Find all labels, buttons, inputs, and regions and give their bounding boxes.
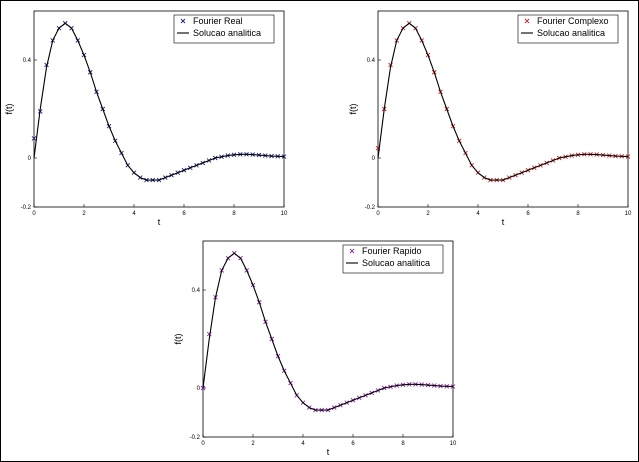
legend-marker-swatch bbox=[524, 18, 530, 24]
x-tick-label: 10 bbox=[625, 211, 632, 217]
x-tick-label: 4 bbox=[132, 211, 136, 217]
x-axis-label: t bbox=[158, 217, 161, 227]
y-tick-label: 0.4 bbox=[192, 288, 201, 294]
plot-area bbox=[202, 240, 454, 438]
series-line-2 bbox=[377, 22, 629, 181]
x-tick-label: 0 bbox=[201, 441, 205, 447]
x-tick-label: 10 bbox=[281, 211, 288, 217]
x-tick-label: 6 bbox=[351, 441, 355, 447]
x-tick-label: 8 bbox=[401, 441, 405, 447]
x-tick-label: 2 bbox=[426, 211, 430, 217]
legend-marker-swatch bbox=[349, 248, 355, 254]
plot-area bbox=[377, 10, 629, 208]
chart-2: 0 2 4 6 8 10-0.200.4tf(t)Fourier ComplexoSolu… bbox=[348, 10, 632, 227]
series-line-2 bbox=[33, 22, 285, 181]
x-tick-label: 8 bbox=[576, 211, 580, 217]
legend: Fourier Complexo Solucao analitica bbox=[517, 14, 619, 44]
x-tick-label: 4 bbox=[301, 441, 305, 447]
x-tick-label: 10 bbox=[450, 441, 457, 447]
data-point bbox=[31, 136, 37, 141]
y-axis-label: f(t) bbox=[173, 334, 183, 345]
chart-3: 0 2 4 6 8 10-0.200.4tf(t)Fourier RapidoSoluca… bbox=[173, 240, 457, 457]
x-tick-label: 0 bbox=[376, 211, 380, 217]
x-tick-label: 6 bbox=[526, 211, 530, 217]
y-tick-label: 0.4 bbox=[367, 58, 376, 64]
legend-box bbox=[173, 14, 275, 44]
y-tick-label: 0 bbox=[28, 156, 32, 162]
legend-marker-swatch bbox=[180, 18, 186, 24]
y-axis-label: f(t) bbox=[4, 104, 14, 115]
y-tick-label: -0.2 bbox=[21, 205, 32, 211]
legend: Fourier Real Solucao analitica bbox=[173, 14, 275, 44]
x-axis-label: t bbox=[327, 447, 330, 457]
y-tick-label: -0.2 bbox=[190, 435, 201, 441]
legend-label: Fourier Complexo bbox=[537, 16, 609, 26]
legend-label: Fourier Rapido bbox=[362, 246, 422, 256]
series-line-2 bbox=[202, 252, 454, 411]
chart-1: 0 2 4 6 8 10-0.200.4tf(t)Fourier RealSolucao … bbox=[4, 10, 288, 227]
x-tick-label: 2 bbox=[251, 441, 255, 447]
legend-label: Solucao analitica bbox=[362, 258, 430, 268]
y-tick-label: 0.4 bbox=[23, 58, 32, 64]
x-tick-label: 0 bbox=[32, 211, 36, 217]
x-axis-label: t bbox=[502, 217, 505, 227]
y-tick-label: 0 bbox=[372, 156, 376, 162]
plot-area bbox=[33, 10, 285, 208]
x-tick-label: 4 bbox=[476, 211, 480, 217]
legend-label: Solucao analitica bbox=[193, 28, 261, 38]
legend-label: Solucao analitica bbox=[537, 28, 605, 38]
y-axis-label: f(t) bbox=[348, 104, 358, 115]
x-tick-label: 2 bbox=[82, 211, 86, 217]
x-tick-label: 6 bbox=[182, 211, 186, 217]
y-tick-label: -0.2 bbox=[365, 205, 376, 211]
legend-box bbox=[342, 244, 444, 274]
y-tick-label: 0 bbox=[197, 386, 201, 392]
legend-label: Fourier Real bbox=[193, 16, 243, 26]
legend: Fourier Rapido Solucao analitica bbox=[342, 244, 444, 274]
x-tick-label: 8 bbox=[232, 211, 236, 217]
legend-box bbox=[517, 14, 619, 44]
